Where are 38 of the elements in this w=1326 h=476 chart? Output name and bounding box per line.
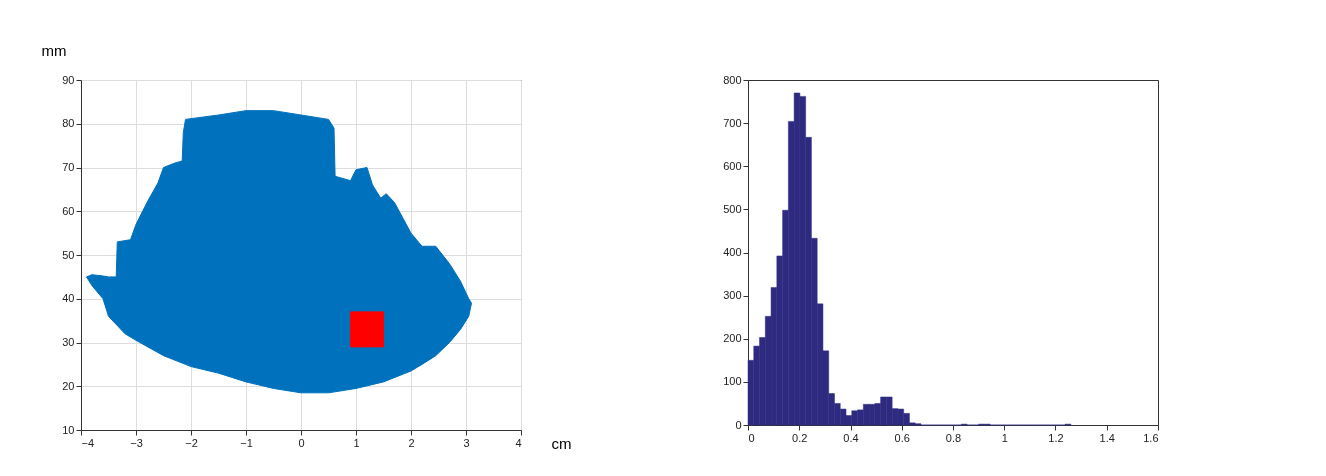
y-axis-title: mm	[41, 41, 67, 59]
x-tick-label: −2	[185, 436, 198, 449]
x-tick-label: 2	[408, 436, 415, 449]
x-tick-label: 0.8	[945, 431, 962, 444]
y-tick-label: 30	[62, 336, 75, 348]
y-tick-label: 90	[62, 73, 75, 86]
y-tick-label: 800	[723, 73, 742, 86]
x-tick-label: −4	[81, 436, 95, 449]
x-tick-label: −1	[240, 436, 253, 449]
y-tick-label: 80	[62, 117, 75, 130]
y-tick-label: 40	[62, 292, 75, 305]
y-tick-label: 50	[62, 248, 75, 261]
y-tick-label: 200	[723, 332, 742, 345]
y-tick-label: 60	[62, 204, 75, 217]
x-tick-label: 0	[748, 431, 755, 444]
y-tick-label: 700	[723, 116, 742, 129]
y-tick-label: 500	[723, 202, 742, 215]
x-tick-label: 1.4	[1099, 431, 1115, 444]
x-tick-label: 0.4	[843, 431, 859, 444]
x-tick-label: 0	[298, 436, 305, 449]
y-tick-label: 300	[723, 289, 742, 302]
y-tick-label: 400	[723, 246, 742, 258]
y-tick-label: 600	[723, 159, 742, 172]
x-axis-title: cm	[551, 434, 572, 452]
x-tick-label: 0.2	[792, 431, 808, 444]
x-tick-label: −3	[130, 436, 143, 449]
y-tick-label: 100	[723, 375, 742, 388]
y-tick-label: 70	[62, 161, 75, 173]
x-tick-label: 4	[515, 436, 522, 449]
x-tick-label: 3	[463, 436, 470, 449]
y-tick-label: 20	[62, 379, 75, 392]
x-tick-label: 0.6	[894, 431, 910, 444]
y-tick-label: 10	[62, 423, 75, 436]
x-tick-label: 1	[1001, 431, 1008, 444]
x-tick-label: 1	[353, 436, 360, 449]
y-tick-label: 0	[735, 418, 742, 431]
x-tick-label: 1.2	[1048, 431, 1064, 444]
x-tick-label: 1.6	[1143, 431, 1159, 444]
